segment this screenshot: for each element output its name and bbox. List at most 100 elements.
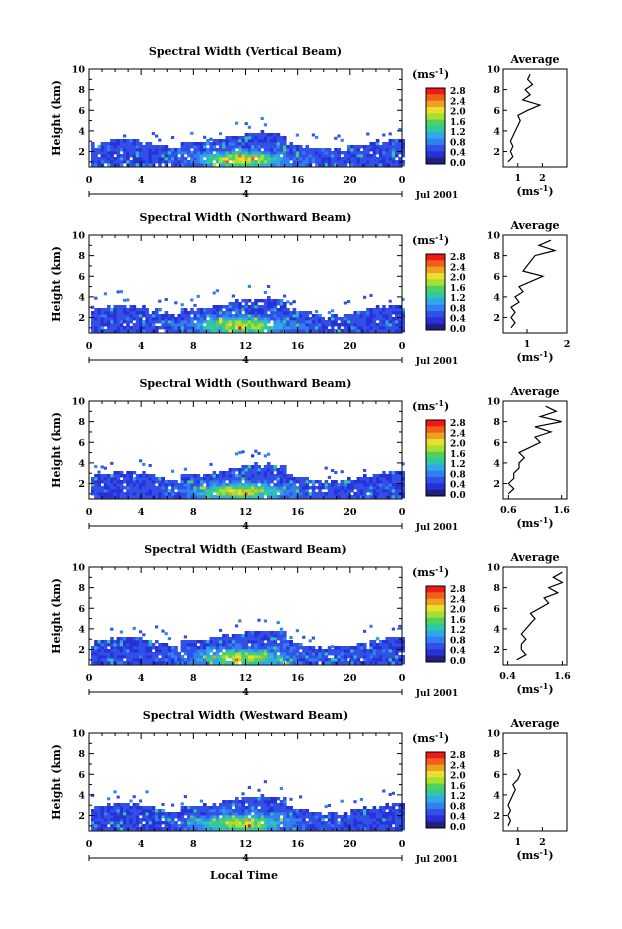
heatmap-cell bbox=[276, 643, 281, 647]
heatmap-cell bbox=[193, 812, 197, 816]
profile-unit-base: (ms bbox=[516, 683, 539, 696]
heatmap-cell bbox=[398, 640, 402, 644]
heatmap-cell bbox=[279, 812, 284, 816]
heatmap-cell bbox=[273, 827, 277, 831]
heatmap-cell bbox=[379, 154, 383, 158]
heatmap-cell bbox=[231, 317, 236, 321]
heatmap-cell bbox=[254, 812, 258, 816]
heatmap-cell bbox=[382, 658, 386, 662]
heatmap-cell bbox=[228, 302, 233, 306]
heatmap-cell bbox=[247, 658, 252, 662]
heatmap-cell bbox=[135, 154, 140, 158]
heatmap-cell bbox=[356, 827, 361, 831]
heatmap-cell bbox=[126, 320, 130, 324]
heatmap-cell bbox=[177, 163, 181, 167]
heatmap-cell bbox=[91, 151, 95, 155]
heatmap-cell bbox=[107, 480, 111, 484]
heatmap-cell bbox=[219, 640, 223, 644]
heatmap-cell bbox=[398, 128, 402, 131]
heatmap-cell bbox=[231, 294, 235, 298]
heatmap-cell bbox=[129, 812, 133, 816]
heatmap-cell bbox=[283, 142, 287, 146]
heatmap-cell bbox=[212, 824, 217, 828]
heatmap-cell bbox=[270, 302, 274, 306]
heatmap-cell bbox=[241, 157, 245, 161]
heatmap-cell bbox=[385, 637, 389, 641]
heatmap-cell bbox=[231, 474, 236, 478]
heatmap-cell bbox=[273, 806, 277, 810]
heatmap-cell bbox=[254, 311, 258, 315]
colorbar-swatch bbox=[426, 439, 445, 446]
heatmap-cell bbox=[260, 803, 265, 807]
heatmap-cell bbox=[311, 480, 316, 484]
heatmap-cell bbox=[279, 317, 284, 321]
heatmap-cell bbox=[372, 317, 377, 321]
heatmap-cell bbox=[270, 489, 274, 493]
heatmap-cell bbox=[97, 160, 101, 164]
heatmap-cell bbox=[225, 320, 229, 324]
heatmap-cell bbox=[251, 474, 255, 478]
heatmap-cell bbox=[327, 495, 332, 499]
heatmap-cell bbox=[251, 471, 255, 475]
heatmap-cell bbox=[369, 142, 373, 146]
heatmap-cell bbox=[388, 483, 393, 487]
heatmap-cell bbox=[145, 646, 149, 650]
heatmap-cell bbox=[94, 323, 98, 327]
heatmap-cell bbox=[212, 480, 217, 484]
heatmap-cell bbox=[375, 824, 380, 828]
heatmap-cell bbox=[315, 314, 319, 318]
heatmap-cell bbox=[132, 145, 137, 149]
heatmap-cell bbox=[254, 305, 258, 309]
heatmap-cell bbox=[289, 652, 293, 656]
heatmap-cell bbox=[302, 658, 306, 662]
heatmap-cell bbox=[148, 145, 153, 149]
heatmap-cell bbox=[395, 827, 399, 831]
heatmap-cell bbox=[247, 305, 252, 309]
heatmap-cell bbox=[401, 661, 405, 665]
heatmap-cell bbox=[315, 818, 319, 822]
heatmap-cell bbox=[235, 452, 239, 456]
heatmap-cell bbox=[126, 489, 130, 493]
heatmap-cell bbox=[145, 151, 149, 155]
heatmap-cell bbox=[199, 314, 204, 318]
heatmap-cell bbox=[254, 133, 258, 137]
heatmap-cell bbox=[209, 151, 213, 155]
heatmap-cell bbox=[110, 655, 114, 659]
heatmap-cell bbox=[353, 652, 357, 656]
heatmap-cell bbox=[180, 489, 185, 493]
heatmap-cell bbox=[359, 812, 364, 816]
x-tick-label: 0 bbox=[86, 175, 93, 186]
heatmap-cell bbox=[142, 326, 146, 330]
heatmap-cell bbox=[395, 145, 399, 149]
heatmap-cell bbox=[343, 652, 348, 656]
heatmap-cell bbox=[356, 477, 361, 481]
heatmap-cell bbox=[247, 299, 252, 303]
heatmap-cell bbox=[382, 326, 386, 330]
colorbar-unit-label: (ms-1) bbox=[412, 398, 449, 413]
heatmap-cell bbox=[228, 803, 233, 807]
heatmap-cell bbox=[97, 646, 101, 650]
heatmap-cell bbox=[209, 640, 213, 644]
heatmap-cell bbox=[315, 649, 319, 653]
heatmap-cell bbox=[343, 486, 348, 490]
heatmap-cell bbox=[206, 329, 210, 333]
heatmap-cell bbox=[148, 492, 153, 496]
heatmap-cell bbox=[209, 142, 213, 146]
heatmap-cell bbox=[315, 317, 319, 321]
heatmap-cell bbox=[212, 145, 217, 149]
heatmap-cell bbox=[254, 477, 258, 481]
heatmap-cell bbox=[183, 489, 188, 493]
heatmap-cell bbox=[327, 661, 332, 665]
heatmap-cell bbox=[244, 634, 249, 638]
heatmap-cell bbox=[241, 326, 245, 330]
heatmap-cell bbox=[225, 474, 229, 478]
heatmap-cell bbox=[135, 809, 140, 813]
heatmap-cell bbox=[334, 480, 338, 484]
heatmap-cell bbox=[196, 821, 201, 825]
heatmap-cell bbox=[135, 661, 140, 665]
heatmap-cell bbox=[119, 320, 124, 324]
heatmap-cell bbox=[260, 800, 265, 804]
colorbar-unit-label: (ms-1) bbox=[412, 232, 449, 247]
heatmap-cell bbox=[209, 483, 213, 487]
heatmap-cell bbox=[395, 652, 399, 656]
